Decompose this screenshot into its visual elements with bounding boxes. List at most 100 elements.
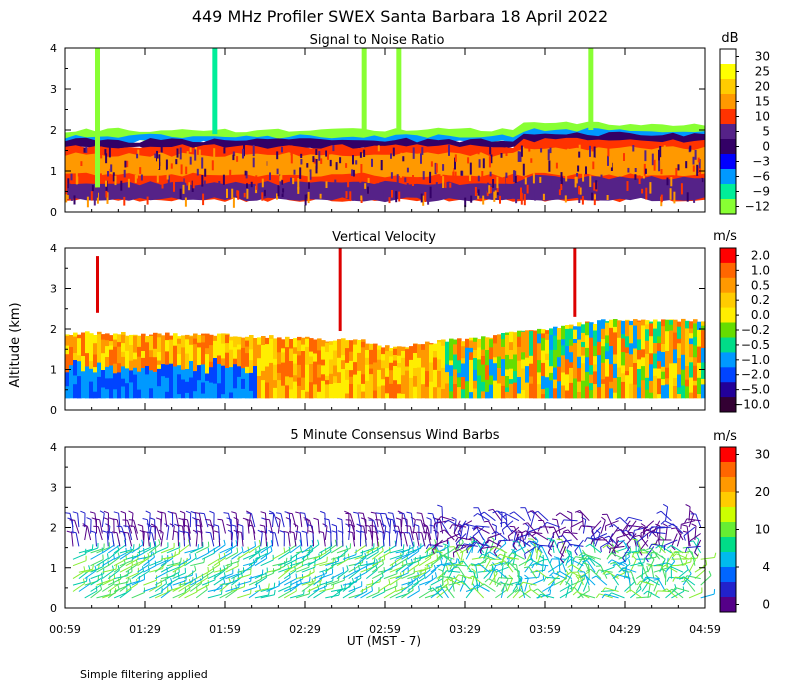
velocity-cell <box>533 349 538 363</box>
wind-barb-flag <box>595 569 600 575</box>
wind-barb <box>278 590 291 599</box>
wind-barb-flag <box>236 530 242 533</box>
velocity-cell <box>293 358 298 364</box>
snr-cell <box>460 170 463 176</box>
wind-barb-flag <box>643 576 647 582</box>
wind-barb <box>600 539 613 548</box>
wind-barb-flag <box>582 560 588 563</box>
velocity-cell <box>361 346 366 364</box>
velocity-cell <box>141 357 146 368</box>
wind-barb-flag <box>235 584 238 590</box>
velocity-cell <box>273 379 278 388</box>
wind-barb-flag <box>295 560 297 566</box>
wind-barb <box>325 544 337 554</box>
velocity-cell <box>609 327 614 346</box>
velocity-cell <box>221 357 226 366</box>
velocity-cell <box>669 330 674 346</box>
velocity-cell <box>277 351 282 358</box>
wind-barb <box>407 574 421 580</box>
wind-barb <box>125 572 139 580</box>
snr-cell <box>496 189 499 196</box>
velocity-cell <box>349 369 354 377</box>
wind-barb-flag <box>434 539 437 545</box>
snr-cell <box>626 181 629 191</box>
wind-barb <box>418 557 432 567</box>
wind-barb <box>166 566 180 573</box>
velocity-cell <box>205 358 210 374</box>
snr-cell <box>355 160 358 165</box>
velocity-cell <box>469 359 474 376</box>
wind-barb <box>187 532 191 547</box>
wind-barb-flag <box>607 559 613 564</box>
velocity-cell <box>701 321 706 326</box>
velocity-cell <box>553 326 558 336</box>
wind-barb-flag <box>672 553 677 558</box>
snr-cell <box>269 172 271 181</box>
velocity-cell <box>541 337 546 345</box>
wind-barb <box>119 548 134 554</box>
snr-cell <box>276 168 279 175</box>
snr-cell <box>237 190 240 200</box>
wind-barb <box>301 571 315 580</box>
wind-barb <box>307 589 320 599</box>
wind-barb <box>567 529 578 541</box>
wind-barb <box>371 571 385 580</box>
velocity-cell <box>197 342 202 348</box>
velocity-cell <box>605 334 610 344</box>
wind-barb-flag <box>527 510 533 513</box>
wind-barb <box>395 563 408 573</box>
wind-barb <box>371 545 385 554</box>
velocity-cell <box>381 378 386 386</box>
velocity-cell <box>397 346 402 356</box>
wind-barb <box>547 559 555 573</box>
velocity-cell <box>81 370 86 388</box>
wind-barb-flag <box>133 544 135 550</box>
velocity-cell <box>89 381 94 399</box>
wind-barb <box>148 513 151 528</box>
wind-barb <box>570 520 584 528</box>
velocity-cell <box>497 367 502 384</box>
snr-cell <box>606 195 609 200</box>
velocity-cell <box>69 337 74 347</box>
wind-barb-flag <box>405 559 408 565</box>
velocity-cell <box>281 362 286 380</box>
velocity-cell <box>657 378 662 389</box>
snr-cell <box>666 177 669 186</box>
wind-barb <box>184 548 199 554</box>
velocity-cell <box>693 345 698 358</box>
snr-cell <box>685 161 688 169</box>
wind-barb-flag <box>264 518 270 521</box>
wind-barb-flag <box>235 539 238 546</box>
wind-barb <box>336 558 350 567</box>
velocity-cell <box>197 334 202 343</box>
wind-barb <box>472 575 485 586</box>
wind-barb-flag <box>455 574 459 580</box>
snr-cell <box>653 159 656 171</box>
wind-barb-flag <box>233 516 239 521</box>
wind-barb <box>530 540 539 554</box>
velocity-cell <box>425 386 430 399</box>
wind-barb <box>494 525 497 541</box>
velocity-cell <box>433 350 438 358</box>
velocity-cell <box>625 346 630 354</box>
wind-barb <box>127 526 133 541</box>
wind-barb <box>558 558 561 573</box>
velocity-cell <box>297 377 302 386</box>
wind-barb <box>688 592 703 599</box>
wind-barb-flag <box>555 512 561 517</box>
snr-cell <box>250 181 253 188</box>
velocity-cell <box>177 336 182 339</box>
velocity-cell <box>625 340 630 348</box>
velocity-cell <box>597 386 602 399</box>
wind-barb <box>319 587 334 592</box>
wind-barb <box>125 563 138 573</box>
velocity-cell <box>585 321 590 323</box>
wind-barb-flag <box>416 512 422 514</box>
wind-barb-flag <box>491 523 497 527</box>
snr-cell <box>627 167 630 173</box>
wind-barb-flag <box>395 517 401 521</box>
snr-cell <box>281 180 284 185</box>
wind-barb-flag <box>279 530 285 533</box>
velocity-cell <box>661 371 666 380</box>
x-tick-label: 02:29 <box>289 623 321 636</box>
